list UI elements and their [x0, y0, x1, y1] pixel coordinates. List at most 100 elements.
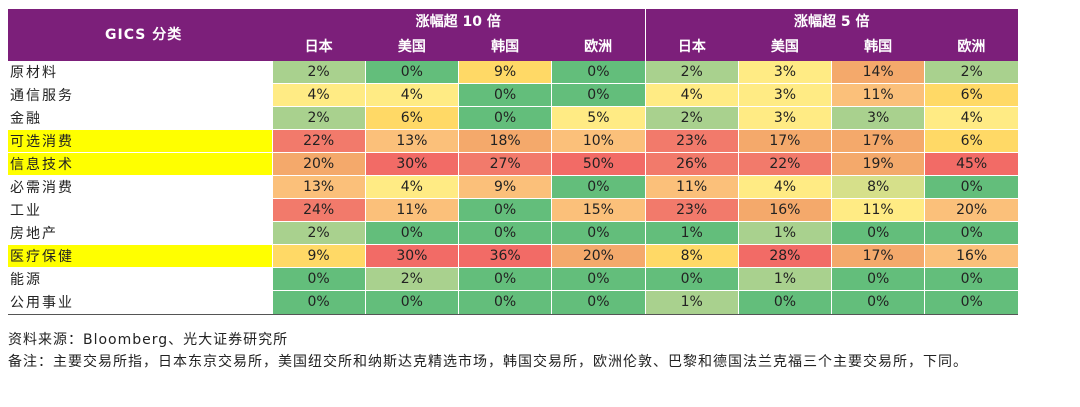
remark-note: 备注：主要交易所指，日本东京交易所，美国纽交所和纳斯达克精选市场，韩国交易所，欧… — [8, 354, 968, 370]
value-cell: 0% — [644, 267, 739, 292]
value-cell: 0% — [831, 267, 925, 292]
market-header: 欧洲 — [551, 32, 646, 60]
value-cell: 6% — [364, 106, 459, 130]
value-cell: 17% — [737, 129, 832, 153]
table-row: 通信服务 4% 4% 0% 0% 4% 3% 11% 6% — [8, 83, 1019, 107]
value-cell: 0% — [551, 175, 646, 200]
value-cell: 2% — [924, 59, 1019, 84]
sector-label: 必需消费 — [8, 175, 272, 200]
value-cell: 0% — [551, 221, 646, 246]
table-header: GICS 分类 涨幅超 10 倍 涨幅超 5 倍 日本 美国 韩国 欧洲 日本 … — [8, 9, 1019, 60]
value-cell: 30% — [364, 152, 459, 176]
table-row: 信息技术 20% 30% 27% 50% 26% 22% 19% 45% — [8, 152, 1019, 176]
value-cell: 0% — [551, 267, 646, 292]
value-cell: 0% — [551, 290, 646, 315]
gics-table: GICS 分类 涨幅超 10 倍 涨幅超 5 倍 日本 美国 韩国 欧洲 日本 … — [8, 9, 1019, 315]
value-cell: 0% — [364, 290, 459, 315]
value-cell: 22% — [737, 152, 832, 176]
value-cell: 27% — [457, 152, 552, 176]
value-cell: 0% — [924, 221, 1019, 246]
value-cell: 23% — [644, 198, 739, 223]
value-cell: 0% — [271, 290, 366, 315]
market-header: 美国 — [365, 32, 459, 60]
market-header: 韩国 — [458, 32, 552, 60]
cropped-title-strip — [0, 0, 1080, 8]
value-cell: 28% — [737, 244, 832, 269]
table-row: 可选消费 22% 13% 18% 10% 23% 17% 17% 6% — [8, 129, 1019, 153]
table-row: 工业 24% 11% 0% 15% 23% 16% 11% 20% — [8, 198, 1019, 223]
gics-column-header: GICS 分类 — [8, 9, 272, 60]
value-cell: 2% — [364, 267, 459, 292]
value-cell: 4% — [924, 106, 1019, 130]
value-cell: 1% — [737, 221, 832, 246]
value-cell: 18% — [457, 129, 552, 153]
value-cell: 17% — [831, 244, 925, 269]
value-cell: 1% — [737, 267, 832, 292]
value-cell: 4% — [364, 175, 459, 200]
value-cell: 2% — [644, 106, 739, 130]
table-row: 能源 0% 2% 0% 0% 0% 1% 0% 0% — [8, 267, 1019, 292]
value-cell: 17% — [831, 129, 925, 153]
value-cell: 0% — [831, 290, 925, 315]
value-cell: 11% — [644, 175, 739, 200]
value-cell: 13% — [271, 175, 366, 200]
value-cell: 16% — [737, 198, 832, 223]
value-cell: 20% — [271, 152, 366, 176]
value-cell: 0% — [271, 267, 366, 292]
value-cell: 0% — [831, 221, 925, 246]
value-cell: 14% — [831, 59, 925, 84]
value-cell: 11% — [364, 198, 459, 223]
group-header-10x: 涨幅超 10 倍 — [272, 9, 646, 32]
value-cell: 0% — [457, 221, 552, 246]
value-cell: 0% — [364, 59, 459, 84]
value-cell: 50% — [551, 152, 646, 176]
value-cell: 22% — [271, 129, 366, 153]
value-cell: 19% — [831, 152, 925, 176]
value-cell: 4% — [364, 83, 459, 107]
value-cell: 0% — [457, 267, 552, 292]
value-cell: 20% — [551, 244, 646, 269]
value-cell: 8% — [831, 175, 925, 200]
value-cell: 24% — [271, 198, 366, 223]
value-cell: 2% — [271, 221, 366, 246]
value-cell: 15% — [551, 198, 646, 223]
value-cell: 6% — [924, 83, 1019, 107]
value-cell: 0% — [364, 221, 459, 246]
market-header: 美国 — [738, 32, 832, 60]
value-cell: 4% — [644, 83, 739, 107]
value-cell: 3% — [737, 59, 832, 84]
value-cell: 2% — [271, 106, 366, 130]
market-header: 日本 — [272, 32, 366, 60]
value-cell: 0% — [457, 106, 552, 130]
value-cell: 26% — [644, 152, 739, 176]
market-header: 韩国 — [831, 32, 925, 60]
value-cell: 0% — [924, 175, 1019, 200]
value-cell: 0% — [551, 83, 646, 107]
source-note: 资料来源：Bloomberg、光大证券研究所 — [8, 332, 289, 348]
value-cell: 10% — [551, 129, 646, 153]
sector-label: 金融 — [8, 106, 272, 130]
value-cell: 8% — [644, 244, 739, 269]
sector-label: 房地产 — [8, 221, 272, 246]
value-cell: 4% — [271, 83, 366, 107]
value-cell: 3% — [737, 83, 832, 107]
value-cell: 0% — [924, 290, 1019, 315]
value-cell: 3% — [831, 106, 925, 130]
value-cell: 9% — [457, 59, 552, 84]
value-cell: 0% — [457, 198, 552, 223]
value-cell: 16% — [924, 244, 1019, 269]
table-row: 房地产 2% 0% 0% 0% 1% 1% 0% 0% — [8, 221, 1019, 246]
value-cell: 2% — [271, 59, 366, 84]
market-header: 欧洲 — [924, 32, 1019, 60]
value-cell: 45% — [924, 152, 1019, 176]
value-cell: 30% — [364, 244, 459, 269]
value-cell: 0% — [737, 290, 832, 315]
value-cell: 2% — [644, 59, 739, 84]
value-cell: 0% — [551, 59, 646, 84]
value-cell: 23% — [644, 129, 739, 153]
market-header: 日本 — [644, 32, 739, 60]
value-cell: 3% — [737, 106, 832, 130]
sector-label: 医疗保健 — [8, 244, 272, 269]
group-header-5x: 涨幅超 5 倍 — [644, 9, 1019, 32]
notes: 资料来源：Bloomberg、光大证券研究所 备注：主要交易所指，日本东京交易所… — [8, 329, 1068, 373]
